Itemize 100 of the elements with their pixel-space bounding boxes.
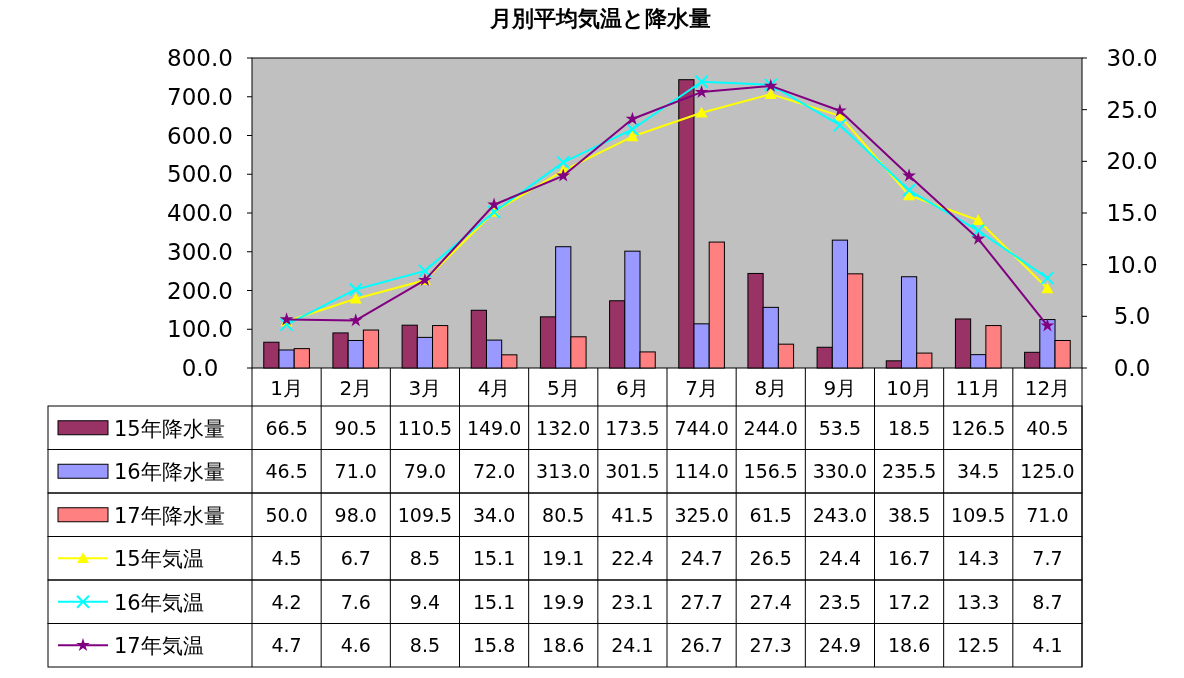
data-label: 744.0 <box>674 416 729 439</box>
point <box>626 130 639 142</box>
legend-label: 15年降水量 <box>114 416 225 441</box>
data-label: 330.0 <box>812 460 868 483</box>
point <box>695 106 708 118</box>
data-label: 26.5 <box>749 547 792 570</box>
x-tick-label: 9月 <box>823 376 857 400</box>
legend-label: 16年降水量 <box>114 460 225 485</box>
y-tick-label: 0.0 <box>181 355 219 381</box>
data-label: 53.5 <box>818 416 862 439</box>
data-label: 235.5 <box>881 460 937 483</box>
data-label: 34.5 <box>957 460 1000 483</box>
data-label: 24.4 <box>818 547 862 570</box>
x-tick-label: 1月 <box>270 376 303 400</box>
data-label: 149.0 <box>466 416 522 439</box>
data-label: 27.3 <box>749 634 792 657</box>
point <box>694 74 709 89</box>
data-label: 90.5 <box>334 416 377 439</box>
point <box>832 118 847 133</box>
x-tick-label: 12月 <box>1024 376 1071 400</box>
data-label: 301.5 <box>605 460 660 483</box>
y2-tick-label: 10.0 <box>1106 251 1158 278</box>
data-label: 66.5 <box>265 416 308 439</box>
data-label: 7.6 <box>340 590 371 613</box>
x-tick-label: 2月 <box>339 376 373 400</box>
data-label: 98.0 <box>334 503 377 526</box>
data-label: 8.5 <box>409 634 441 657</box>
point <box>279 317 294 332</box>
data-label: 24.1 <box>611 634 654 657</box>
data-label: 27.7 <box>680 590 723 613</box>
data-label: 14.3 <box>957 547 1000 570</box>
data-label: 22.4 <box>611 547 654 570</box>
data-label: 18.6 <box>542 634 585 657</box>
point <box>694 84 709 98</box>
x-tick-label: 10月 <box>886 376 932 400</box>
y-tick-label: 300.0 <box>167 238 233 265</box>
data-label: 15.1 <box>472 590 516 613</box>
data-label: 61.5 <box>749 503 792 526</box>
data-label: 4.6 <box>340 634 371 657</box>
y2-tick-label: 0.0 <box>1113 355 1151 381</box>
x-tick-label: 3月 <box>408 376 442 400</box>
point <box>556 155 571 170</box>
data-label: 4.5 <box>271 547 302 570</box>
data-label: 27.4 <box>749 590 792 613</box>
data-label: 9.4 <box>409 590 441 613</box>
legend-label: 17年気温 <box>114 634 204 659</box>
y2-tick-label: 25.0 <box>1106 96 1158 123</box>
y2-tick-label: 5.0 <box>1113 303 1151 330</box>
point <box>349 292 362 304</box>
data-label: 4.1 <box>1032 634 1063 657</box>
y-tick-label: 100.0 <box>167 316 233 343</box>
data-label: 17.2 <box>887 590 931 613</box>
point <box>625 122 640 137</box>
legend-label: 17年降水量 <box>114 503 225 528</box>
point <box>971 223 986 238</box>
y-tick-label: 800.0 <box>167 45 233 71</box>
data-label: 125.0 <box>1020 460 1075 483</box>
data-label: 19.9 <box>542 590 585 613</box>
data-label: 109.5 <box>951 503 1006 526</box>
point <box>972 214 985 226</box>
data-label: 72.0 <box>472 460 516 483</box>
data-label: 8.7 <box>1032 590 1063 613</box>
data-label: 23.5 <box>818 590 862 613</box>
data-label: 38.5 <box>887 503 931 526</box>
data-label: 325.0 <box>674 503 729 526</box>
point <box>1040 318 1055 332</box>
data-label: 313.0 <box>536 460 591 483</box>
point <box>1041 282 1054 294</box>
x-tick-label: 4月 <box>477 376 511 400</box>
data-label: 15.1 <box>472 547 516 570</box>
data-label: 4.7 <box>271 634 302 657</box>
data-label: 126.5 <box>951 416 1006 439</box>
y2-tick-label: 20.0 <box>1106 148 1158 175</box>
data-label: 6.7 <box>340 547 371 570</box>
point <box>764 88 777 99</box>
data-label: 156.5 <box>743 460 798 483</box>
data-label: 132.0 <box>536 416 591 439</box>
data-label: 23.1 <box>611 590 654 613</box>
data-label: 8.5 <box>409 547 441 570</box>
data-label: 40.5 <box>1026 416 1069 439</box>
legend-label: 16年気温 <box>114 590 204 615</box>
data-label: 18.5 <box>887 416 931 439</box>
data-label: 16.7 <box>887 547 931 570</box>
y-tick-label: 500.0 <box>167 161 233 188</box>
data-label: 244.0 <box>743 416 798 439</box>
y-tick-label: 200.0 <box>167 277 233 304</box>
point <box>556 168 571 182</box>
data-label: 243.0 <box>812 503 868 526</box>
point <box>348 282 363 297</box>
data-label: 19.1 <box>542 547 585 570</box>
point <box>833 103 847 117</box>
x-tick-label: 5月 <box>546 376 580 400</box>
point <box>487 197 501 211</box>
data-label: 24.7 <box>680 547 723 570</box>
data-label: 12.5 <box>957 634 1000 657</box>
data-label: 46.5 <box>265 460 308 483</box>
data-label: 71.0 <box>1026 503 1069 526</box>
data-label: 173.5 <box>605 416 660 439</box>
data-label: 15.8 <box>472 634 516 657</box>
data-label: 109.5 <box>397 503 453 526</box>
